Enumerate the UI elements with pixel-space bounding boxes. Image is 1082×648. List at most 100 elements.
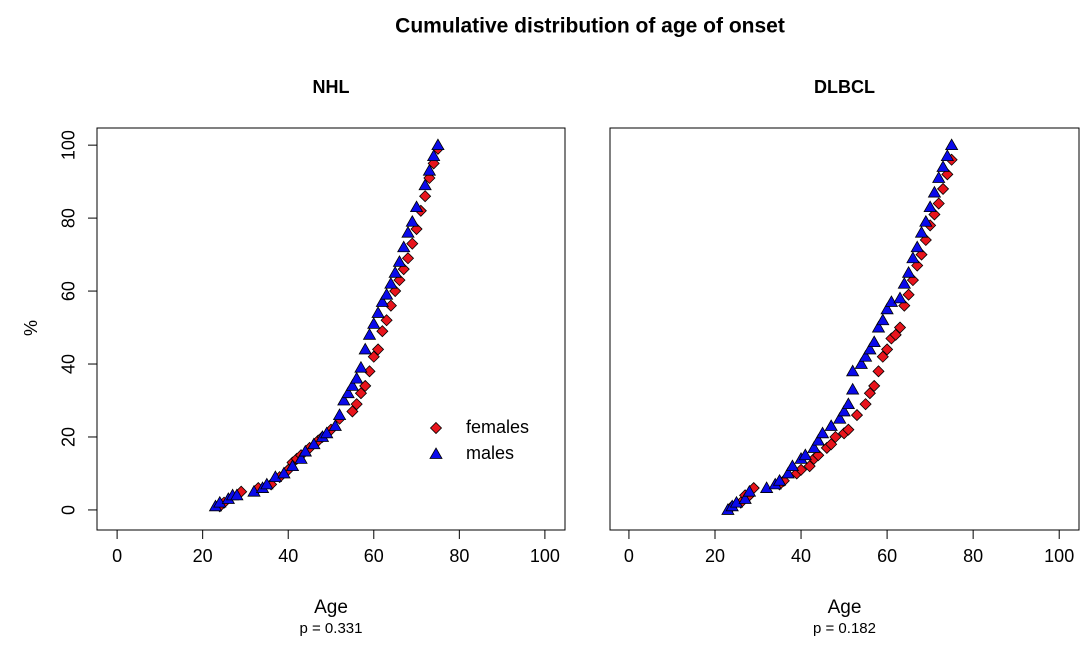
panel-title: DLBCL (814, 77, 875, 97)
point (854, 357, 868, 369)
point (906, 251, 920, 264)
point (346, 405, 359, 418)
point (932, 197, 945, 210)
y-tick-label: 60 (59, 281, 79, 301)
point (419, 190, 432, 203)
x-tick-label: 100 (530, 546, 560, 566)
point (397, 240, 411, 253)
x-tick-label: 20 (193, 546, 213, 566)
y-axis-label: % (21, 320, 41, 336)
point (863, 387, 876, 400)
point (824, 419, 838, 431)
point (914, 225, 929, 238)
point (392, 255, 407, 267)
point (850, 409, 864, 422)
point (247, 484, 261, 497)
point (798, 448, 813, 461)
y-tick-label: 0 (59, 505, 79, 515)
point (845, 364, 860, 377)
point (833, 411, 847, 424)
point (871, 320, 886, 333)
y-tick-label: 100 (59, 130, 79, 160)
point (902, 288, 915, 301)
point (893, 291, 907, 304)
point (815, 426, 830, 439)
point (401, 252, 415, 265)
point (807, 441, 821, 453)
point (418, 178, 432, 191)
point (362, 328, 377, 340)
point (923, 200, 937, 213)
point (889, 328, 902, 341)
point (328, 419, 342, 431)
point (298, 444, 313, 457)
point (910, 240, 924, 253)
point (213, 495, 227, 508)
point (268, 470, 283, 483)
point (759, 481, 774, 493)
point (738, 492, 752, 504)
plot-frame (96, 127, 566, 531)
legend-marker (429, 421, 443, 435)
x-tick-label: 0 (112, 546, 122, 566)
point (426, 149, 441, 161)
point (345, 379, 360, 391)
x-tick-label: 100 (1044, 546, 1074, 566)
x-tick-label: 60 (877, 546, 897, 566)
x-tick-label: 40 (278, 546, 298, 566)
y-tick-label: 20 (59, 427, 79, 447)
point (837, 404, 851, 417)
annotation: p = 0.182 (813, 620, 876, 637)
point (337, 393, 351, 406)
legend-marker (429, 447, 443, 459)
point (367, 317, 381, 329)
x-tick-label: 20 (705, 546, 725, 566)
point (349, 371, 364, 384)
point (384, 276, 398, 289)
point (932, 171, 946, 183)
point (405, 214, 419, 227)
point (332, 408, 347, 420)
point (307, 437, 321, 450)
point (845, 382, 860, 395)
point (388, 266, 402, 278)
point (858, 349, 873, 362)
point (897, 276, 911, 289)
x-tick-label: 80 (449, 546, 469, 566)
point (785, 459, 800, 472)
point (375, 295, 390, 307)
point (868, 379, 881, 392)
point (880, 302, 894, 315)
point (406, 237, 419, 250)
point (825, 438, 838, 451)
point (859, 398, 872, 411)
point (320, 426, 334, 439)
point (893, 321, 907, 334)
point (876, 350, 889, 363)
point (884, 295, 899, 307)
x-tick-label: 0 (624, 546, 634, 566)
x-axis-label: Age (314, 597, 348, 618)
point (794, 463, 808, 476)
point (729, 495, 744, 508)
point (277, 466, 291, 479)
point (811, 433, 825, 446)
point (901, 266, 916, 278)
panel-title: NHL (313, 77, 350, 97)
point (940, 149, 955, 161)
point (422, 163, 437, 176)
point (829, 430, 842, 444)
point (867, 335, 881, 348)
point (371, 306, 385, 318)
point (358, 342, 372, 355)
plot-frame (609, 127, 1080, 531)
point (350, 398, 363, 411)
point (936, 160, 950, 172)
point (944, 138, 959, 151)
figure-title: Cumulative distribution of age of onset (395, 15, 785, 38)
legend-label: females (466, 417, 529, 437)
point (781, 466, 795, 479)
point (230, 488, 244, 501)
point (876, 313, 890, 326)
